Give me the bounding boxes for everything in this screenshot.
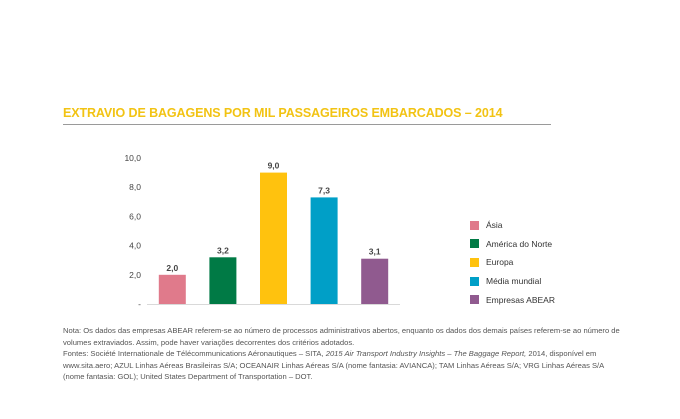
legend-swatch [470, 257, 479, 267]
chart-title: EXTRAVIO DE BAGAGENS POR MIL PASSAGEIROS… [63, 106, 503, 120]
y-tick-label: 6,0 [129, 211, 141, 221]
legend-item: Média mundial [470, 272, 555, 291]
legend-item: América do Norte [470, 235, 555, 254]
legend-item: Europa [470, 253, 555, 272]
chart-notes: Nota: Os dados das empresas ABEAR refere… [63, 325, 623, 383]
title-underline [63, 124, 551, 125]
sources-prefix: Fontes: Société Internationale de Téléco… [63, 349, 324, 358]
y-tick-label: 2,0 [129, 270, 141, 280]
bar [209, 257, 237, 304]
legend-label: Ásia [486, 220, 503, 231]
sources-suffix: 2014, disponível em www.sita.aero; AZUL … [63, 349, 604, 381]
legend-label: América do Norte [486, 238, 553, 249]
legend-label: Empresas ABEAR [486, 294, 555, 305]
bar [310, 197, 338, 304]
legend-item: Ásia [470, 216, 555, 235]
legend-label: Média mundial [486, 276, 542, 287]
legend-item: Empresas ABEAR [470, 290, 555, 309]
bar [158, 274, 186, 304]
y-tick-label: - [138, 299, 141, 309]
legend-swatch [470, 239, 479, 249]
bar-value-label: 2,0 [166, 263, 178, 273]
bar-value-label: 7,3 [318, 185, 330, 195]
bar [260, 172, 287, 304]
y-tick-label: 8,0 [129, 182, 141, 192]
legend-label: Europa [486, 257, 514, 268]
legend-swatch [470, 276, 479, 286]
legend-swatch [470, 220, 479, 230]
y-tick-label: 10,0 [124, 153, 141, 163]
bar-value-label: 9,0 [268, 161, 280, 171]
chart-legend: Ásia América do Norte Europa Média mundial E… [470, 216, 555, 309]
sources-report-title: 2015 Air Transport Industry Insights – T… [325, 349, 527, 358]
note-text: Nota: Os dados das empresas ABEAR refere… [63, 326, 620, 347]
bar [361, 258, 389, 304]
legend-swatch [470, 295, 479, 305]
bar-value-label: 3,1 [369, 247, 381, 257]
sources-text: Fontes: Société Internationale de Téléco… [63, 348, 623, 383]
bar-value-label: 3,2 [217, 245, 229, 255]
y-tick-label: 4,0 [129, 241, 141, 251]
